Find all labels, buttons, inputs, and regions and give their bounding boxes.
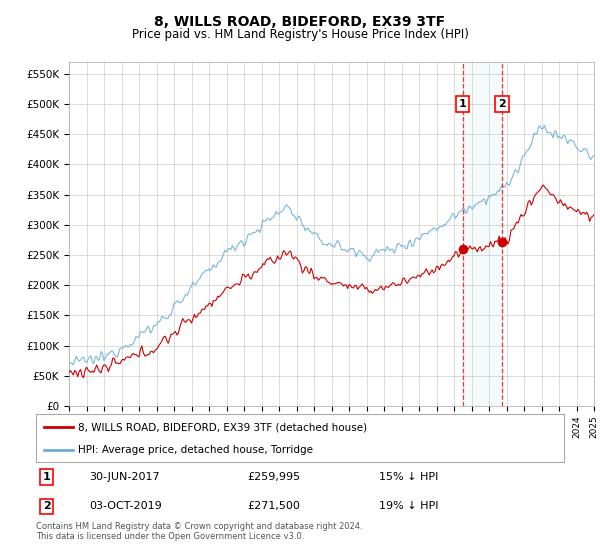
Text: 15% ↓ HPI: 15% ↓ HPI (379, 472, 439, 482)
Text: 1: 1 (43, 472, 50, 482)
Text: 03-OCT-2019: 03-OCT-2019 (89, 501, 161, 511)
Text: 8, WILLS ROAD, BIDEFORD, EX39 3TF: 8, WILLS ROAD, BIDEFORD, EX39 3TF (154, 15, 446, 29)
Text: £259,995: £259,995 (247, 472, 301, 482)
Text: Contains HM Land Registry data © Crown copyright and database right 2024.
This d: Contains HM Land Registry data © Crown c… (36, 522, 362, 542)
Text: 19% ↓ HPI: 19% ↓ HPI (379, 501, 439, 511)
Bar (463, 62, 502, 406)
Text: £271,500: £271,500 (247, 501, 300, 511)
Text: 1: 1 (459, 99, 467, 109)
Text: 8, WILLS ROAD, BIDEFORD, EX39 3TF (detached house): 8, WILLS ROAD, BIDEFORD, EX39 3TF (detac… (78, 422, 367, 432)
Text: HPI: Average price, detached house, Torridge: HPI: Average price, detached house, Torr… (78, 445, 313, 455)
Text: 2: 2 (43, 501, 50, 511)
Text: 30-JUN-2017: 30-JUN-2017 (89, 472, 160, 482)
Text: Price paid vs. HM Land Registry's House Price Index (HPI): Price paid vs. HM Land Registry's House … (131, 28, 469, 41)
Text: 2: 2 (498, 99, 506, 109)
